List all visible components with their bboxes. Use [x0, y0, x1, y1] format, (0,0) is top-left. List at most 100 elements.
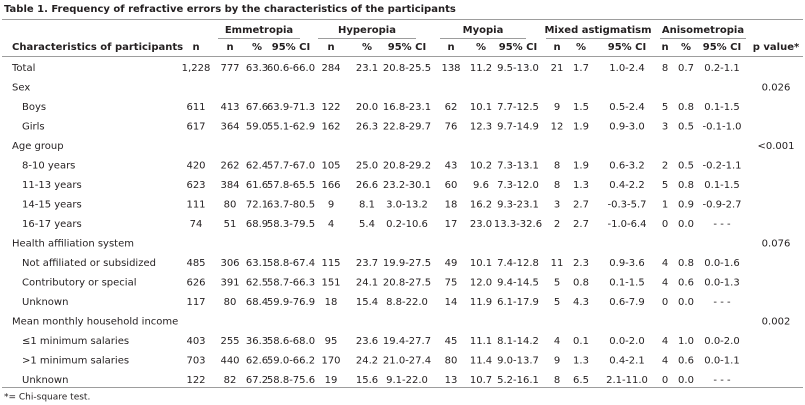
- cell: 3: [554, 200, 560, 211]
- cell: 703: [186, 356, 205, 367]
- column-header: 95% CI: [703, 42, 741, 53]
- cell: 62.6: [246, 356, 268, 367]
- cell: 7.3-12.0: [497, 180, 539, 191]
- cell: 11.2: [470, 63, 492, 74]
- column-header: %: [476, 42, 486, 53]
- cell: 60: [445, 180, 458, 191]
- cell: 61.6: [246, 180, 268, 191]
- cell: 9.4-14.5: [497, 278, 539, 289]
- cell: 9.1-22.0: [386, 375, 428, 386]
- p-value: 0.026: [762, 83, 791, 94]
- cell: 166: [321, 180, 340, 191]
- cell: 0.6-7.9: [609, 297, 644, 308]
- cell: 0.0-1.6: [704, 258, 739, 269]
- cell: -0.9-2.7: [702, 200, 741, 211]
- cell: 51: [224, 219, 237, 230]
- cell: 0.0-1.1: [704, 356, 739, 367]
- cell: 0.5: [678, 161, 694, 172]
- cell: 17: [445, 219, 458, 230]
- cell: 22.8-29.7: [383, 122, 431, 133]
- column-header: n: [192, 42, 199, 53]
- cell: 59.9-76.9: [267, 297, 315, 308]
- cell: 82: [224, 375, 237, 386]
- cell: 11: [551, 258, 564, 269]
- row-label: Boys: [22, 102, 46, 113]
- cell: 21: [551, 63, 564, 74]
- cell: 10.2: [470, 161, 492, 172]
- cell: 0.4-2.2: [609, 180, 644, 191]
- column-header: p value*: [753, 42, 800, 53]
- cell: 306: [220, 258, 239, 269]
- cell: 58.3-79.5: [267, 219, 315, 230]
- cell: 20.8-29.2: [383, 161, 431, 172]
- cell: - - -: [713, 375, 731, 386]
- cell: 2.7: [573, 219, 589, 230]
- cell: 403: [186, 336, 205, 347]
- cell: 0.0: [678, 297, 694, 308]
- cell: 255: [220, 336, 239, 347]
- cell: 4: [662, 258, 668, 269]
- section-label: Age group: [12, 141, 64, 152]
- cell: 63.3: [246, 63, 268, 74]
- cell: 23.7: [356, 258, 378, 269]
- cell: 11.9: [470, 297, 492, 308]
- cell: 0.2-10.6: [386, 219, 428, 230]
- cell: 138: [441, 63, 460, 74]
- cell: 115: [321, 258, 340, 269]
- cell: - - -: [713, 219, 731, 230]
- p-value: <0.001: [757, 141, 794, 152]
- cell: -1.0-6.4: [607, 219, 646, 230]
- cell: 19.4-27.7: [383, 336, 431, 347]
- column-header: n: [226, 42, 233, 53]
- cell: 57.7-67.0: [267, 161, 315, 172]
- cell: 391: [220, 278, 239, 289]
- row-label: 8-10 years: [22, 161, 75, 172]
- cell: 0.1: [573, 336, 589, 347]
- cell: 80: [445, 356, 458, 367]
- cell: 440: [220, 356, 239, 367]
- cell: 11.1: [470, 336, 492, 347]
- cell: 36.3: [246, 336, 268, 347]
- cell: 58.8-67.4: [267, 258, 315, 269]
- row-label: >1 minimum salaries: [22, 356, 129, 367]
- cell: 1.0: [678, 336, 694, 347]
- cell: 21.0-27.4: [383, 356, 431, 367]
- cell: 0.5: [678, 122, 694, 133]
- cell: 12.3: [470, 122, 492, 133]
- cell: 7.7-12.5: [497, 102, 539, 113]
- cell: 16.2: [470, 200, 492, 211]
- section-label: Mean monthly household income: [12, 317, 178, 328]
- cell: 0.1-1.5: [609, 278, 644, 289]
- cell: 8: [554, 161, 560, 172]
- cell: 1.9: [573, 122, 589, 133]
- cell: 59.0: [246, 122, 268, 133]
- cell: 1.0-2.4: [609, 63, 644, 74]
- cell: 8.8-22.0: [386, 297, 428, 308]
- cell: 0.2-1.1: [704, 63, 739, 74]
- cell: 384: [220, 180, 239, 191]
- cell: 5: [554, 278, 560, 289]
- cell: 284: [321, 63, 340, 74]
- cell: 4: [662, 278, 668, 289]
- group-header: Emmetropia: [225, 25, 293, 36]
- section-label: Sex: [12, 83, 30, 94]
- cell: 9: [554, 102, 560, 113]
- cell: 0.5-2.4: [609, 102, 644, 113]
- cell: 55.1-62.9: [267, 122, 315, 133]
- cell: 413: [220, 102, 239, 113]
- column-header: %: [681, 42, 691, 53]
- cell: 0: [662, 219, 668, 230]
- cell: 2: [662, 161, 668, 172]
- row-label: Total: [11, 63, 35, 74]
- cell: 7.3-13.1: [497, 161, 539, 172]
- cell: 45: [445, 336, 458, 347]
- cell: 95: [325, 336, 338, 347]
- cell: 5.4: [359, 219, 375, 230]
- cell: 9.0-13.7: [497, 356, 539, 367]
- cell: 2.3: [573, 258, 589, 269]
- cell: 626: [186, 278, 205, 289]
- cell: 0.6: [678, 356, 694, 367]
- cell: 5: [662, 102, 668, 113]
- cell: 4.3: [573, 297, 589, 308]
- cell: 13: [445, 375, 458, 386]
